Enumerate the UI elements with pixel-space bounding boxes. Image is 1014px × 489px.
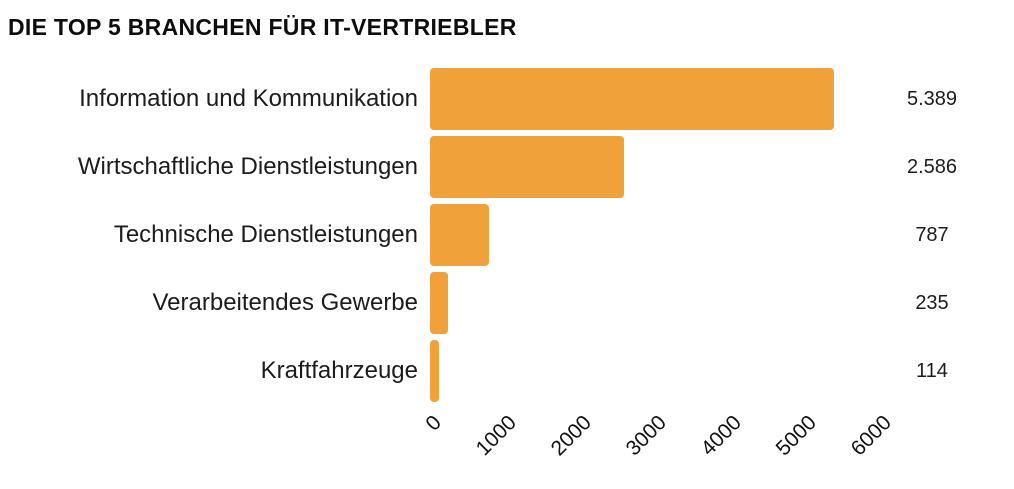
bar xyxy=(430,340,439,402)
category-label: Kraftfahrzeuge xyxy=(260,357,418,384)
bar-row: Information und Kommunikation 5.389 xyxy=(0,65,1014,133)
x-axis-tick-label: 6000 xyxy=(846,411,897,461)
bar-row: Wirtschaftliche Dienstleistungen 2.586 xyxy=(0,133,1014,201)
category-label: Verarbeitendes Gewerbe xyxy=(152,289,419,316)
value-label: 235 xyxy=(915,291,949,314)
bar-rows: Information und Kommunikation 5.389 Wirt… xyxy=(0,65,1014,405)
x-axis-tick-label: 5000 xyxy=(771,411,822,461)
value-label: 2.586 xyxy=(906,155,958,178)
bar-track xyxy=(430,68,880,130)
bar xyxy=(430,136,624,198)
chart-title: DIE TOP 5 BRANCHEN FÜR IT-VERTRIEBLER xyxy=(8,14,517,40)
x-axis-tick-label: 2000 xyxy=(546,411,597,461)
category-label: Wirtschaftliche Dienstleistungen xyxy=(77,153,418,180)
bar xyxy=(430,204,490,266)
x-axis-tick-label: 4000 xyxy=(696,411,747,461)
bar-track xyxy=(430,204,880,266)
x-axis-tick-label: 1000 xyxy=(471,411,522,461)
x-axis-tick-label: 3000 xyxy=(621,411,672,461)
value-label: 114 xyxy=(916,359,948,382)
bar-row: Verarbeitendes Gewerbe 235 xyxy=(0,269,1014,337)
bar-track xyxy=(430,136,880,198)
bar xyxy=(430,68,835,130)
bar-row: Kraftfahrzeuge 114 xyxy=(0,337,1014,405)
value-label: 787 xyxy=(915,223,949,246)
bar-track xyxy=(430,272,880,334)
category-label: Information und Kommunikation xyxy=(79,85,418,112)
x-axis: 0 1000 2000 3000 4000 5000 6000 xyxy=(422,405,897,487)
category-label: Technische Dienstleistungen xyxy=(113,221,418,248)
bar-row: Technische Dienstleistungen 787 xyxy=(0,201,1014,269)
bar-track xyxy=(430,340,880,402)
value-label: 5.389 xyxy=(906,87,958,110)
x-axis-tick-label: 0 xyxy=(421,411,447,436)
bar xyxy=(430,272,448,334)
chart-container: DIE TOP 5 BRANCHEN FÜR IT-VERTRIEBLER In… xyxy=(0,14,1014,489)
